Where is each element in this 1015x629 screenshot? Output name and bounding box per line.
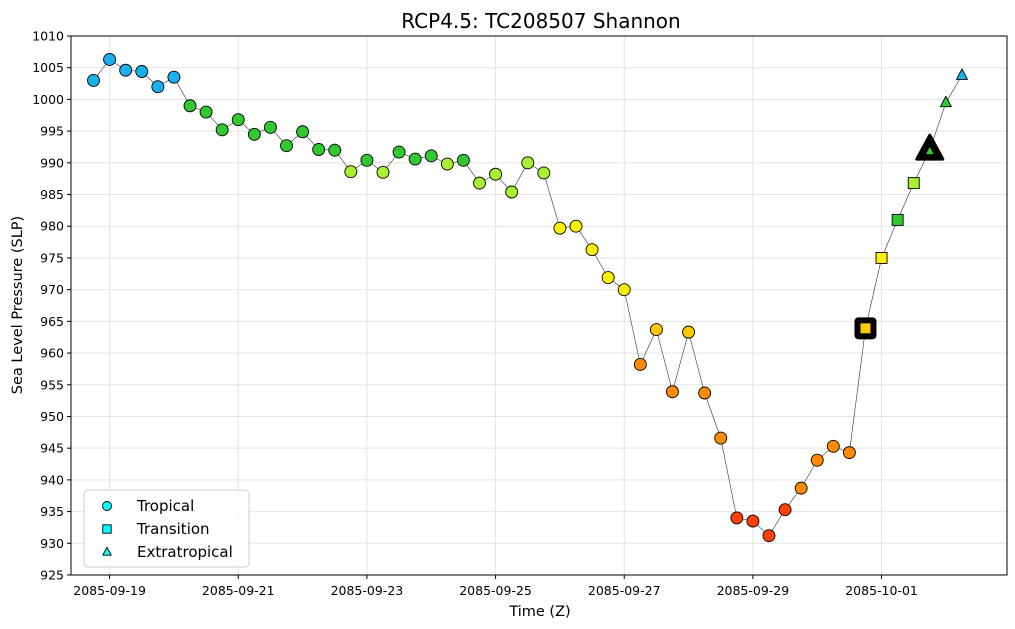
data-point-tropical (344, 165, 358, 179)
data-point-extratropical (924, 145, 935, 155)
y-tick-label: 1000 (32, 92, 64, 107)
plot-frame (70, 35, 1008, 576)
data-point-transition (875, 251, 888, 264)
data-point-tropical (280, 139, 293, 153)
legend-label: Extratropical (137, 543, 233, 561)
data-point-tropical (714, 431, 728, 445)
data-point-tropical (360, 153, 374, 167)
y-tick-label: 970 (40, 282, 64, 297)
data-point-transition (907, 177, 920, 190)
data-point-transition (891, 213, 904, 226)
data-point-tropical (135, 65, 149, 78)
data-point-tropical (231, 113, 245, 127)
y-tick-label: 1010 (32, 29, 64, 44)
data-point-tropical (312, 143, 326, 156)
data-point-tropical (424, 149, 438, 163)
data-point-tropical (521, 156, 535, 170)
y-tick-label: 930 (40, 536, 64, 551)
data-point-tropical (810, 453, 824, 467)
y-tick-label: 940 (40, 472, 64, 487)
y-tick-label: 955 (40, 377, 64, 392)
y-tick-label: 980 (40, 219, 64, 234)
data-point-tropical (649, 323, 663, 337)
data-point-tropical (794, 481, 808, 495)
y-tick-label: 990 (40, 155, 64, 170)
y-tick-label: 950 (40, 409, 64, 424)
data-point-tropical (296, 125, 310, 139)
data-point-transition (859, 322, 872, 335)
data-point-tropical (440, 157, 454, 171)
data-point-tropical (263, 120, 277, 134)
y-tick-label: 935 (40, 504, 64, 519)
data-point-tropical (698, 386, 712, 400)
data-point-tropical (408, 152, 422, 166)
legend-label: Tropical (136, 497, 194, 515)
x-tick-label: 2085-10-01 (845, 583, 918, 598)
data-point-tropical (505, 185, 519, 199)
y-axis-label: Sea Level Pressure (SLP) (10, 216, 26, 394)
data-point-tropical (553, 221, 567, 235)
x-tick-label: 2085-09-29 (717, 583, 790, 598)
data-point-tropical (569, 219, 583, 233)
data-point-tropical (376, 165, 390, 179)
x-tick-label: 2085-09-23 (331, 583, 404, 598)
data-point-tropical (633, 358, 647, 371)
y-tick-label: 1005 (32, 60, 64, 75)
legend-box (83, 489, 250, 568)
data-point-tropical (151, 80, 165, 94)
x-axis: 2085-09-19 2085-09-21 2085-09-23 2085-09-25… (73, 575, 918, 598)
data-point-tropical (585, 243, 599, 257)
data-point-tropical (730, 511, 744, 525)
y-tick-label: 960 (40, 346, 64, 361)
data-point-tropical (473, 176, 486, 190)
y-tick-label: 985 (40, 187, 64, 202)
legend: Tropical Transition Extratropical (83, 489, 250, 568)
x-tick-label: 2085-09-19 (73, 583, 146, 598)
data-point-tropical (826, 439, 840, 453)
x-tick-label: 2085-09-21 (202, 583, 275, 598)
data-point-extratropical (956, 68, 968, 80)
data-point-tropical (666, 385, 679, 399)
y-tick-label: 945 (40, 441, 64, 456)
data-point-tropical (601, 271, 615, 285)
data-point-tropical (247, 127, 261, 141)
data-point-tropical (119, 63, 133, 77)
y-tick-label: 925 (40, 568, 64, 583)
data-point-tropical (103, 53, 117, 66)
legend-marker (102, 501, 112, 511)
data-point-tropical (778, 503, 792, 517)
legend-label: Transition (136, 520, 210, 538)
y-tick-label: 965 (40, 314, 64, 329)
legend-marker (102, 546, 112, 556)
chart-title: RCP4.5: TC208507 Shannon (401, 9, 680, 33)
y-tick-label: 995 (40, 124, 64, 139)
data-point-tropical (87, 73, 100, 87)
data-point-tropical (215, 123, 229, 137)
data-point-tropical (183, 99, 197, 113)
data-point-tropical (682, 325, 696, 339)
y-tick-label: 975 (40, 250, 64, 265)
y-axis: 925 930 935 940 945 950 955 960 965 970 975 980 985 9… (32, 29, 71, 583)
data-point-tropical (392, 145, 406, 159)
track-series (87, 53, 968, 543)
data-point-tropical (842, 446, 856, 460)
data-point-extratropical (939, 95, 952, 108)
x-tick-label: 2085-09-27 (588, 583, 661, 598)
data-point-tropical (328, 143, 342, 157)
legend-marker (102, 524, 112, 534)
data-point-tropical (456, 153, 470, 167)
data-point-tropical (199, 105, 213, 119)
data-point-tropical (489, 167, 503, 181)
data-point-tropical (762, 529, 776, 543)
data-point-tropical (167, 70, 181, 84)
data-point-tropical (746, 514, 760, 528)
x-tick-label: 2085-09-25 (459, 583, 532, 598)
x-axis-label: Time (Z) (508, 604, 570, 620)
data-point-tropical (617, 283, 631, 297)
data-point-tropical (537, 166, 551, 180)
